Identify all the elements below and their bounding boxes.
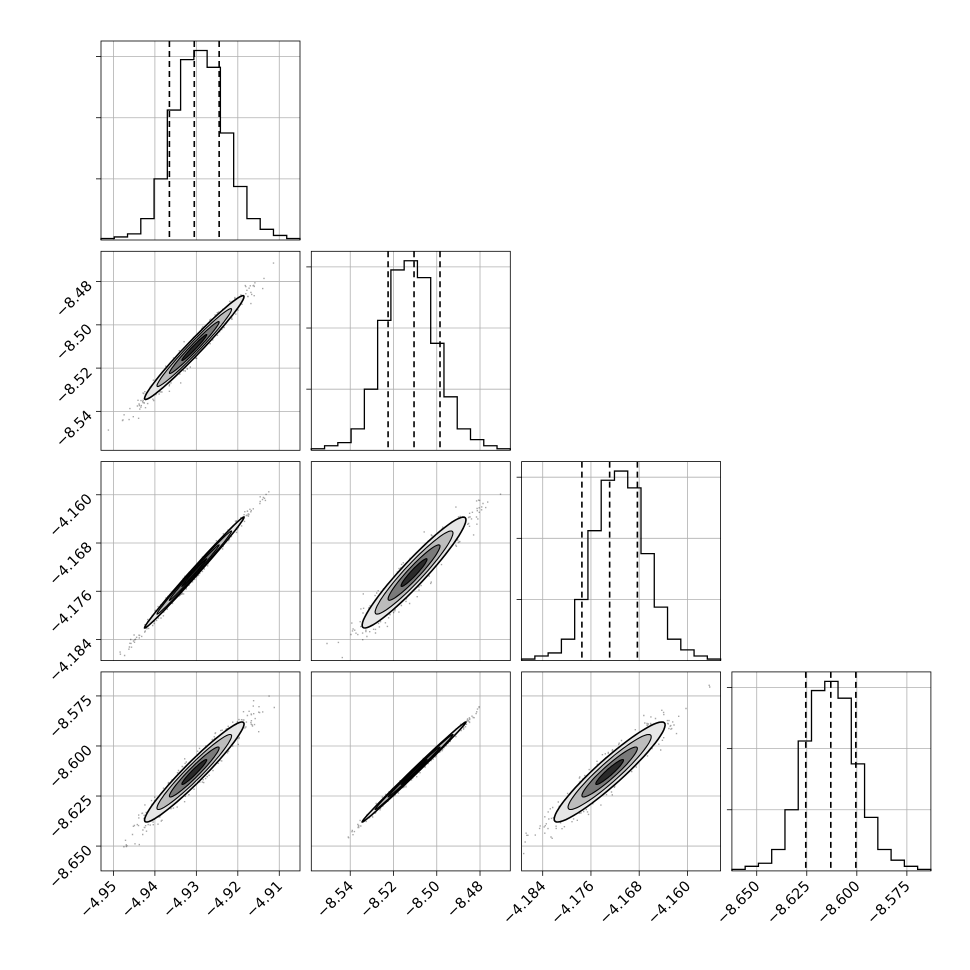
- x-tick-label: −4.168: [597, 878, 646, 927]
- contour-level: [595, 758, 625, 786]
- scatter-layer: [107, 262, 275, 431]
- histogram-panel-1: [306, 250, 511, 451]
- histogram-step: [731, 680, 932, 871]
- x-tick-label: −4.91: [243, 878, 286, 921]
- scatter-panel-2-3: [521, 671, 721, 872]
- panel-frame: [521, 671, 721, 872]
- panel-frame: [521, 461, 721, 662]
- histogram-step: [520, 470, 722, 661]
- scatter-panel-1-3: [310, 671, 511, 872]
- x-tick-label: −8.600: [814, 878, 863, 927]
- x-tick-label: −4.160: [645, 878, 694, 927]
- x-tick-label: −8.54: [314, 878, 357, 921]
- histogram-panel-2: [516, 461, 722, 662]
- panel-frame: [731, 671, 932, 872]
- x-tick-label: −8.50: [401, 878, 444, 921]
- y-tick-label: −8.600: [47, 742, 96, 791]
- x-tick-label: −4.93: [160, 878, 203, 921]
- scatter-layer: [119, 491, 270, 657]
- y-tick-label: −8.50: [53, 321, 96, 364]
- scatter-panel-0-2: [100, 461, 301, 662]
- panel-background: [521, 461, 721, 661]
- scatter-layer: [347, 706, 480, 839]
- panel-frame: [100, 40, 301, 241]
- y-tick-label: −8.48: [53, 278, 96, 321]
- panel-frame: [100, 461, 301, 662]
- y-tick-label: −8.52: [53, 365, 96, 408]
- contour-level: [400, 758, 428, 786]
- y-tick-label: −4.168: [47, 540, 96, 589]
- y-tick-label: −8.650: [47, 843, 96, 892]
- y-tick-label: −4.176: [47, 588, 96, 637]
- contour-level: [400, 558, 428, 587]
- histogram-step: [310, 260, 511, 451]
- panel-frame: [310, 671, 511, 872]
- y-tick-label: −8.625: [47, 793, 96, 842]
- histogram-panel-0: [96, 40, 301, 241]
- panel-frame: [100, 671, 301, 872]
- scatter-panel-1-2: [310, 461, 511, 662]
- panel-frame: [310, 250, 511, 451]
- panel-background: [101, 41, 300, 240]
- y-tick-label: −8.54: [53, 408, 96, 451]
- histogram-panel-3: [726, 671, 932, 872]
- contour-level: [181, 334, 208, 362]
- y-tick-label: −8.575: [47, 692, 96, 741]
- panel-background: [731, 671, 931, 871]
- x-tick-label: −8.650: [714, 878, 763, 927]
- contour-level: [181, 558, 208, 587]
- x-tick-label: −4.94: [119, 878, 162, 921]
- x-tick-label: −8.625: [764, 878, 813, 927]
- x-tick-label: −8.575: [864, 878, 913, 927]
- x-tick-label: −4.95: [78, 878, 121, 921]
- scatter-layer: [326, 493, 502, 659]
- panel-frame: [100, 250, 301, 451]
- panel-background: [311, 251, 511, 451]
- histogram-step: [100, 49, 301, 240]
- contour-level: [181, 758, 208, 786]
- x-tick-label: −4.92: [202, 878, 245, 921]
- x-tick-label: −8.48: [444, 878, 487, 921]
- x-tick-label: −8.52: [358, 878, 401, 921]
- x-tick-label: −4.176: [549, 878, 598, 927]
- scatter-layer: [523, 684, 711, 855]
- scatter-points: [523, 684, 711, 855]
- panel-frame: [310, 461, 511, 662]
- scatter-panel-0-1: [100, 250, 301, 451]
- y-tick-label: −4.160: [47, 491, 96, 540]
- x-tick-label: −4.184: [500, 878, 549, 927]
- scatter-panel-0-3: [100, 671, 301, 872]
- scatter-layer: [123, 695, 275, 848]
- y-tick-label: −4.184: [47, 636, 96, 685]
